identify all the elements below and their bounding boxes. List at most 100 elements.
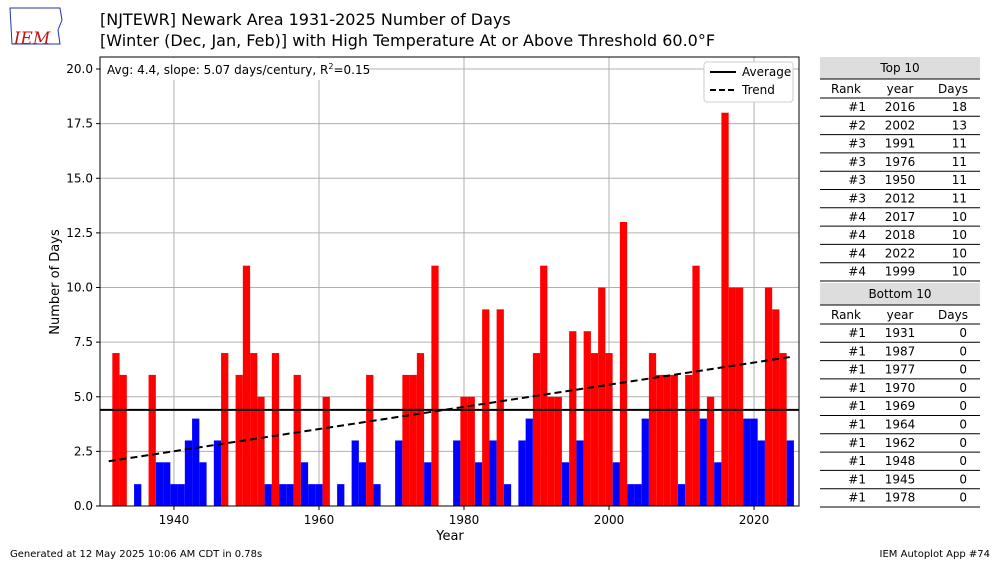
bar [576, 440, 584, 506]
table-header: Days [938, 308, 968, 322]
bar [605, 353, 613, 506]
table-cell: #1 [848, 436, 866, 450]
table-title-bg [820, 57, 980, 79]
bar [656, 374, 664, 506]
table-title-bg [820, 283, 980, 305]
x-tick-label: 2020 [739, 513, 770, 527]
bar [184, 440, 193, 506]
bar [721, 112, 729, 506]
y-tick-label: 17.5 [66, 117, 93, 131]
bar [467, 396, 475, 506]
bar [554, 396, 562, 506]
legend-label: Average [742, 65, 791, 79]
bar [453, 440, 461, 506]
tables: Top 10 Rank year Days #1 2016 18 #2 2002 13 #3 1991… [820, 57, 980, 508]
bar [496, 309, 504, 506]
bar [532, 353, 541, 506]
table-header: year [887, 82, 914, 96]
bar [692, 265, 700, 506]
bar [525, 418, 533, 506]
table-cell: 1945 [885, 472, 916, 486]
bar [547, 396, 555, 506]
bar [199, 462, 207, 506]
table-cell: 1969 [885, 399, 916, 413]
y-tick-label: 10.0 [66, 281, 93, 295]
y-tick-label: 7.5 [74, 335, 93, 349]
bar [634, 484, 642, 506]
table-cell: 1978 [885, 491, 916, 505]
table-cell: 0 [959, 436, 967, 450]
legend-label: Trend [741, 83, 775, 97]
table-cell: #1 [848, 381, 866, 395]
table-cell: 1970 [885, 381, 916, 395]
y-tick-label: 15.0 [66, 171, 93, 185]
table-cell: #1 [848, 454, 866, 468]
bar [764, 287, 773, 506]
legend: Average Trend [703, 61, 794, 103]
table-cell: 2002 [885, 118, 916, 132]
annotation-part: Avg: 4.4, slope: 5.07 days/century, R [107, 63, 328, 77]
bar [460, 396, 468, 506]
bar [279, 484, 287, 506]
bar [155, 462, 164, 506]
bar [373, 484, 381, 506]
bar [366, 374, 374, 506]
bar [663, 374, 671, 506]
table-cell: 2018 [885, 228, 916, 242]
x-tick-label: 1980 [449, 513, 480, 527]
table-cell: #1 [848, 472, 866, 486]
table-cell: 1948 [885, 454, 916, 468]
chart-title: [NJTEWR] Newark Area 1931-2025 Number of… [100, 10, 511, 29]
bar [358, 462, 367, 506]
bar [728, 287, 736, 506]
plot-area: 1940 1960 1980 2000 2020 0.0 2.5 5.0 7.5 10.0 12.5… [66, 56, 800, 527]
bar [627, 484, 635, 506]
table-cell: #1 [848, 363, 866, 377]
logo-text: IEM [13, 29, 51, 49]
table-cell: 11 [952, 137, 967, 151]
bar [177, 484, 185, 506]
table-cell: 10 [952, 265, 967, 279]
bar [706, 396, 715, 506]
table-cell: 2022 [885, 246, 916, 260]
table-cell: 13 [952, 118, 967, 132]
table-cell: 0 [959, 418, 967, 432]
bar [590, 353, 599, 506]
bar [134, 484, 142, 506]
bar [714, 462, 722, 506]
table-cell: 0 [959, 381, 967, 395]
bar [416, 353, 425, 506]
bar [641, 418, 649, 506]
logo: IEM [9, 7, 63, 49]
bar [293, 374, 301, 506]
bar [148, 374, 156, 506]
bar [337, 484, 345, 506]
table-cell: #1 [848, 399, 866, 413]
table-title: Top 10 [879, 61, 919, 75]
x-axis-label: Year [435, 529, 464, 544]
table-cell: 0 [959, 344, 967, 358]
bar [170, 484, 178, 506]
table-cell: #4 [848, 246, 866, 260]
table-cell: #1 [848, 344, 866, 358]
bar [424, 462, 432, 506]
y-tick-label: 2.5 [74, 444, 93, 458]
bar [786, 440, 794, 506]
footer-right: IEM Autoplot App #74 [880, 549, 990, 560]
table-cell: 10 [952, 210, 967, 224]
x-tick-label: 1960 [304, 513, 335, 527]
annotation: Avg: 4.4, slope: 5.07 days/century, R2=0… [107, 62, 370, 77]
table-cell: #1 [848, 491, 866, 505]
bar [699, 418, 707, 506]
table-header: Rank [831, 308, 861, 322]
table-cell: #1 [848, 418, 866, 432]
table-cell: #3 [848, 192, 866, 206]
table-title: Bottom 10 [868, 287, 931, 301]
logo-outline [9, 7, 63, 45]
bar [431, 265, 439, 506]
table-cell: 10 [952, 246, 967, 260]
bar [750, 418, 758, 506]
table-cell: 18 [952, 100, 967, 114]
bar [670, 374, 678, 506]
table-cell: 0 [959, 399, 967, 413]
